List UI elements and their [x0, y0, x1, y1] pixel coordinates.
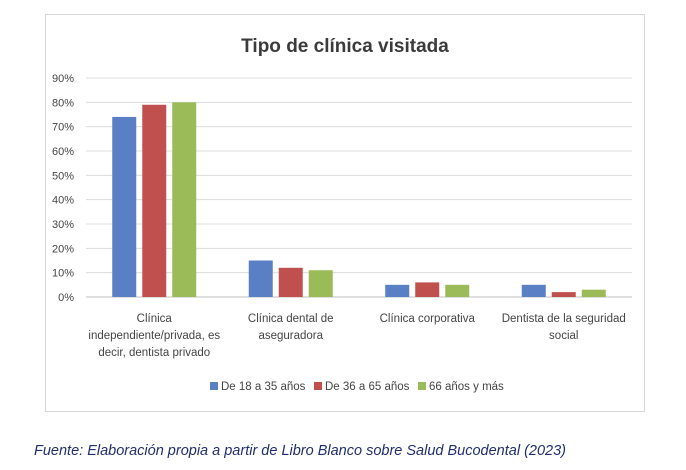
bars — [112, 102, 606, 298]
bar — [248, 260, 273, 297]
bar — [415, 282, 440, 297]
bar-chart: Tipo de clínica visitada 0% 10% 20% 30% 40% 5… — [52, 36, 632, 393]
chart-title: Tipo de clínica visitada — [241, 36, 449, 57]
bar — [278, 267, 303, 297]
legend-label: 66 años y más — [429, 381, 504, 393]
y-tick-label: 50% — [52, 170, 74, 182]
bar — [172, 102, 197, 297]
legend-swatch — [314, 382, 322, 390]
y-tick-label: 90% — [52, 73, 74, 85]
legend-swatch — [418, 382, 426, 390]
bar — [521, 284, 546, 297]
source-caption: Fuente: Elaboración propia a partir de L… — [34, 443, 567, 459]
bar — [308, 270, 333, 297]
bar — [385, 284, 410, 297]
category-label: Clínica corporativa — [380, 313, 476, 325]
category-label: Clínica dental de aseguradora — [248, 313, 334, 342]
category-label: Clínica independiente/privada, es decir, d… — [88, 313, 220, 359]
category-labels: Clínica independiente/privada, es decir, d… — [88, 313, 625, 359]
y-tick-label: 30% — [52, 219, 74, 231]
bar — [445, 284, 470, 297]
legend-label: De 18 a 35 años — [221, 381, 306, 393]
legend: De 18 a 35 años De 36 a 65 años 66 años y … — [210, 381, 504, 393]
y-tick-label: 60% — [52, 146, 74, 158]
category-label: Dentista de la seguridad social — [502, 313, 626, 342]
bar — [581, 289, 606, 297]
y-tick-label: 20% — [52, 243, 74, 255]
y-tick-label: 0% — [58, 292, 74, 304]
y-tick-label: 70% — [52, 122, 74, 134]
chart-frame: Tipo de clínica visitada 0% 10% 20% 30% 40% 5… — [45, 14, 645, 412]
y-tick-label: 10% — [52, 268, 74, 280]
y-tick-label: 40% — [52, 195, 74, 207]
legend-swatch — [210, 382, 218, 390]
y-axis-ticks: 0% 10% 20% 30% 40% 50% 60% 70% 80% 90% — [52, 73, 74, 304]
bar — [112, 116, 137, 297]
bar — [551, 292, 576, 297]
gridlines — [86, 77, 632, 298]
bar — [142, 104, 167, 298]
legend-label: De 36 a 65 años — [325, 381, 410, 393]
y-tick-label: 80% — [52, 97, 74, 109]
